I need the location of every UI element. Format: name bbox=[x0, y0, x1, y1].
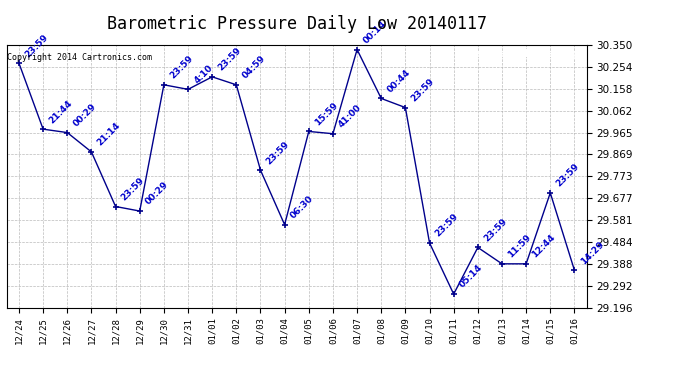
Text: 00:44: 00:44 bbox=[386, 68, 412, 94]
Text: 23:59: 23:59 bbox=[555, 162, 581, 189]
Text: Copyright 2014 Cartronics.com: Copyright 2014 Cartronics.com bbox=[8, 53, 152, 62]
Text: Pressure  (Inches/Hg): Pressure (Inches/Hg) bbox=[460, 50, 582, 59]
Text: 21:44: 21:44 bbox=[48, 98, 74, 125]
Text: 23:59: 23:59 bbox=[482, 217, 509, 243]
Text: 15:59: 15:59 bbox=[313, 100, 339, 127]
Text: 23:59: 23:59 bbox=[168, 54, 195, 81]
Text: 4:10: 4:10 bbox=[193, 63, 215, 85]
Text: 11:59: 11:59 bbox=[506, 233, 533, 260]
Text: 23:59: 23:59 bbox=[120, 176, 146, 202]
Text: 21:14: 21:14 bbox=[96, 121, 122, 148]
Text: 14:29: 14:29 bbox=[579, 239, 605, 266]
Text: 00:14: 00:14 bbox=[362, 19, 388, 45]
Text: 04:59: 04:59 bbox=[241, 54, 267, 81]
Text: 23:59: 23:59 bbox=[265, 139, 291, 166]
Text: 23:59: 23:59 bbox=[410, 77, 436, 104]
Text: 41:00: 41:00 bbox=[337, 103, 364, 129]
Text: 00:29: 00:29 bbox=[72, 102, 98, 128]
Text: 06:30: 06:30 bbox=[289, 194, 315, 220]
Text: 05:14: 05:14 bbox=[458, 263, 484, 290]
Text: 23:59: 23:59 bbox=[434, 212, 460, 239]
Text: Barometric Pressure Daily Low 20140117: Barometric Pressure Daily Low 20140117 bbox=[107, 15, 486, 33]
Text: 00:29: 00:29 bbox=[144, 180, 170, 207]
Text: 23:59: 23:59 bbox=[23, 32, 50, 59]
Text: 23:59: 23:59 bbox=[217, 46, 243, 73]
Text: 12:44: 12:44 bbox=[531, 233, 557, 260]
